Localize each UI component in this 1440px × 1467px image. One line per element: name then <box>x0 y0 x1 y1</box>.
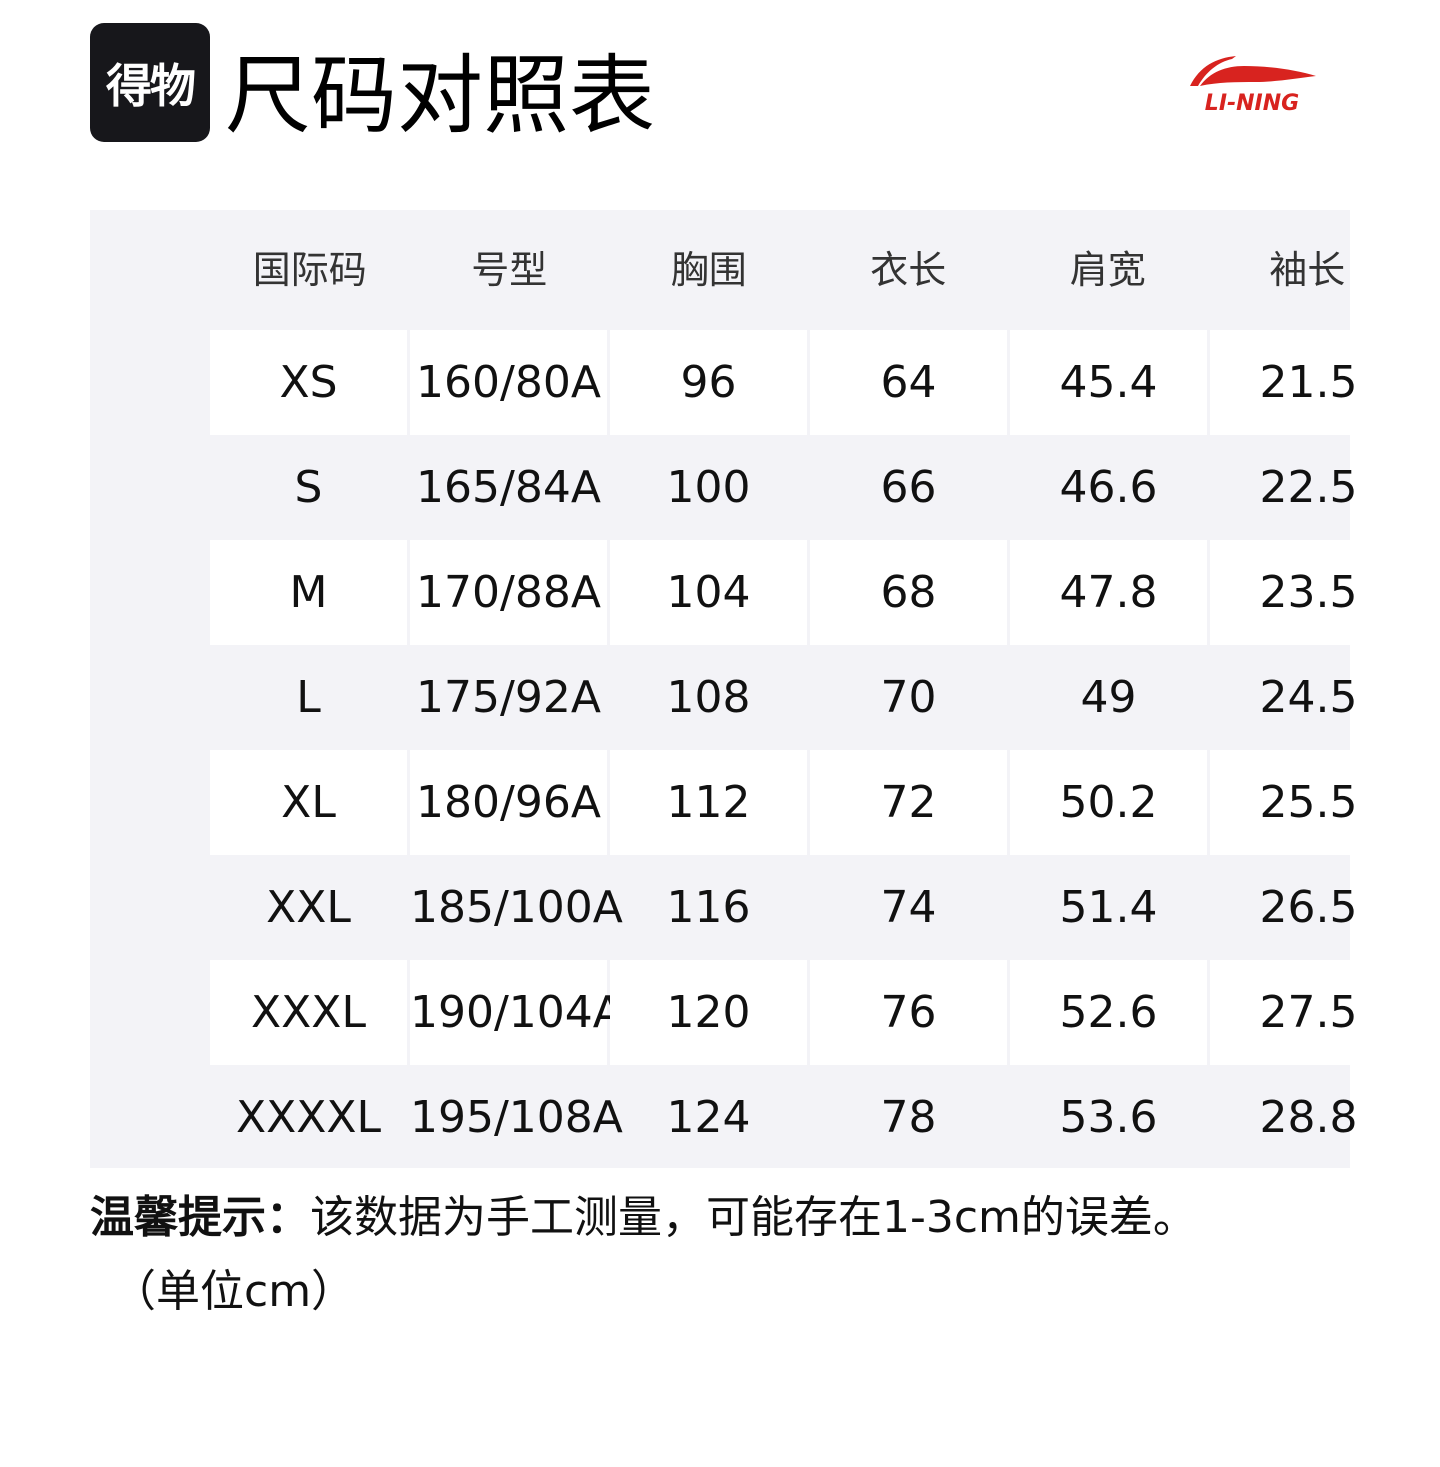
li-ning-logo: LI-NING <box>1190 56 1316 116</box>
table-row: XXXXL 195/108A 124 78 53.6 28.8 <box>210 1065 1407 1170</box>
table-cell: XXXXL <box>235 1092 382 1143</box>
table-cell: 49 <box>1080 672 1137 723</box>
column-header: 胸围 <box>670 248 747 292</box>
table-cell: 72 <box>810 750 1007 855</box>
table-cell: XXL <box>266 882 351 933</box>
table-cell: 70 <box>880 672 937 723</box>
tip-label: 温馨提示： <box>90 1192 310 1243</box>
table-cell: L <box>296 672 321 723</box>
svg-text:LI-NING: LI-NING <box>1205 91 1299 116</box>
table-cell: M <box>210 540 407 645</box>
table-cell: 185/100A <box>410 882 623 933</box>
column-header: 袖长 <box>1269 248 1346 292</box>
table-cell: 104 <box>610 540 807 645</box>
table-cell: 23.5 <box>1210 540 1407 645</box>
table-cell: 64 <box>810 330 1007 435</box>
table-cell: 21.5 <box>1210 330 1407 435</box>
unit-note: （单位cm） <box>112 1266 356 1317</box>
column-header: 衣长 <box>870 248 947 292</box>
table-cell: 50.2 <box>1010 750 1207 855</box>
table-cell: 76 <box>810 960 1007 1065</box>
table-cell: 68 <box>810 540 1007 645</box>
dewu-app-logo: 得物 <box>90 23 210 142</box>
table-cell: 74 <box>880 882 937 933</box>
size-table: 国际码 号型 胸围 衣长 肩宽 袖长 XS 160/80A 96 64 45.4 21.5 S 165/… <box>90 210 1407 1168</box>
table-cell: 180/96A <box>410 750 607 855</box>
table-cell: 53.6 <box>1059 1092 1158 1143</box>
table-cell: 165/84A <box>416 462 601 513</box>
table-body: XS 160/80A 96 64 45.4 21.5 S 165/84A 100 66 46.6 22… <box>210 330 1407 1170</box>
table-cell: 190/104A <box>410 960 623 1065</box>
column-header: 国际码 <box>252 248 367 292</box>
table-cell: 175/92A <box>416 672 601 723</box>
table-cell: 78 <box>880 1092 937 1143</box>
table-row: S 165/84A 100 66 46.6 22.5 <box>210 435 1407 540</box>
table-header: 国际码 号型 胸围 衣长 肩宽 袖长 <box>210 210 1407 330</box>
table-row: L 175/92A 108 70 49 24.5 <box>210 645 1407 750</box>
table-row: XL 180/96A 112 72 50.2 25.5 <box>210 750 1407 855</box>
table-cell: 27.5 <box>1210 960 1407 1065</box>
table-cell: 66 <box>880 462 937 513</box>
table-cell: 160/80A <box>410 330 607 435</box>
table-cell: 100 <box>666 462 751 513</box>
table-cell: 170/88A <box>410 540 607 645</box>
table-cell: 45.4 <box>1010 330 1207 435</box>
table-cell: 25.5 <box>1210 750 1407 855</box>
page-title: 尺码对照表 <box>225 46 655 146</box>
table-cell: 22.5 <box>1259 462 1358 513</box>
table-cell: 96 <box>610 330 807 435</box>
table-cell: XL <box>210 750 407 855</box>
table-cell: S <box>294 462 323 513</box>
app-logo-text: 得物 <box>106 58 196 113</box>
table-row: XXXL 190/104A 120 76 52.6 27.5 <box>210 960 1407 1065</box>
tip-text: 该数据为手工测量，可能存在1-3cm的误差。 <box>310 1192 1197 1243</box>
table-cell: 51.4 <box>1059 882 1158 933</box>
table-cell: 28.8 <box>1259 1092 1358 1143</box>
table-row: XS 160/80A 96 64 45.4 21.5 <box>210 330 1407 435</box>
table-cell: 124 <box>666 1092 751 1143</box>
table-cell: XXXL <box>210 960 407 1065</box>
table-row: M 170/88A 104 68 47.8 23.5 <box>210 540 1407 645</box>
column-header: 肩宽 <box>1069 248 1146 292</box>
table-cell: 26.5 <box>1259 882 1358 933</box>
column-header: 号型 <box>471 248 548 292</box>
table-cell: 24.5 <box>1259 672 1358 723</box>
table-cell: 120 <box>610 960 807 1065</box>
table-cell: 108 <box>666 672 751 723</box>
tip-note: 温馨提示：该数据为手工测量，可能存在1-3cm的误差。 <box>90 1188 1197 1248</box>
table-cell: 116 <box>666 882 751 933</box>
table-cell: 46.6 <box>1059 462 1158 513</box>
table-cell: 112 <box>610 750 807 855</box>
table-cell: 195/108A <box>410 1092 623 1143</box>
table-cell: XS <box>210 330 407 435</box>
table-cell: 47.8 <box>1010 540 1207 645</box>
table-cell: 52.6 <box>1010 960 1207 1065</box>
table-row: XXL 185/100A 116 74 51.4 26.5 <box>210 855 1407 960</box>
